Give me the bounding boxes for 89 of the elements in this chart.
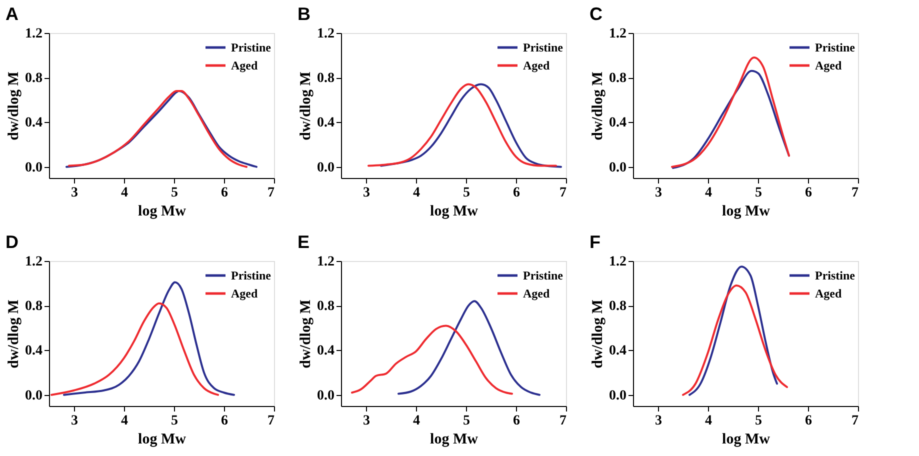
y-axis-title: dw/dlog M	[6, 72, 22, 140]
line-series	[50, 302, 219, 396]
y-axis-title: dw/dlog M	[298, 300, 314, 368]
x-tick-label: 7	[852, 414, 858, 428]
y-tick-label: 0.0	[25, 388, 42, 404]
legend-label: Aged	[231, 58, 258, 72]
x-tick-label: 3	[363, 186, 370, 200]
y-tick-label: 0.8	[25, 299, 42, 314]
y-tick-label: 1.2	[317, 26, 334, 42]
y-tick-label: 0.4	[609, 344, 626, 359]
y-tick-label: 0.4	[317, 116, 334, 131]
legend-label: Pristine	[815, 40, 856, 54]
x-tick-label: 7	[852, 186, 858, 200]
legend-label: Aged	[815, 286, 842, 300]
x-tick-label: 7	[560, 414, 566, 428]
y-axis-title: dw/dlog M	[590, 72, 606, 140]
legend-label: Pristine	[523, 268, 564, 282]
legend-label: Aged	[815, 58, 842, 72]
y-tick-label: 1.2	[609, 254, 626, 270]
x-tick-label: 4	[413, 186, 420, 200]
x-tick-label: 3	[71, 186, 78, 200]
chart-title: C	[590, 4, 602, 24]
y-tick-label: 0.4	[317, 344, 334, 359]
y-tick-label: 0.8	[609, 71, 626, 86]
y-axis-title: dw/dlog M	[590, 300, 606, 368]
y-tick-label: 1.2	[25, 254, 42, 270]
chart-title: B	[298, 4, 310, 24]
legend-label: Pristine	[815, 268, 856, 282]
x-tick-label: 4	[121, 414, 128, 428]
x-tick-label: 6	[513, 186, 520, 200]
y-tick-label: 0.8	[317, 299, 334, 314]
y-tick-label: 1.2	[317, 254, 334, 270]
x-tick-label: 5	[755, 186, 762, 200]
x-tick-label: 6	[221, 186, 228, 200]
x-tick-label: 6	[805, 414, 812, 428]
y-tick-label: 0.8	[609, 299, 626, 314]
x-tick-label: 4	[705, 414, 712, 428]
line-series	[682, 284, 788, 396]
x-tick-label: 3	[363, 414, 370, 428]
y-tick-label: 0.4	[25, 116, 42, 131]
legend-label: Pristine	[523, 40, 564, 54]
x-tick-label: 6	[805, 186, 812, 200]
x-tick-label: 4	[413, 414, 420, 428]
x-tick-label: 6	[221, 414, 228, 428]
y-tick-label: 1.2	[609, 26, 626, 42]
x-tick-label: 4	[121, 186, 128, 200]
y-tick-label: 0.0	[317, 388, 334, 404]
chart-title: F	[590, 232, 600, 252]
x-tick-label: 4	[705, 186, 712, 200]
y-tick-label: 1.2	[25, 26, 42, 42]
legend-label: Aged	[523, 286, 550, 300]
x-tick-label: 5	[463, 414, 470, 428]
y-tick-label: 0.8	[25, 71, 42, 86]
x-tick-label: 5	[171, 414, 178, 428]
x-axis-title: log Mw	[722, 432, 770, 448]
line-series	[351, 324, 513, 395]
line-series	[398, 300, 540, 396]
x-axis-title: log Mw	[722, 204, 770, 220]
x-tick-label: 7	[268, 414, 274, 428]
chart-title: E	[298, 232, 310, 252]
y-axis-title: dw/dlog M	[298, 72, 314, 140]
legend-label: Pristine	[231, 268, 272, 282]
x-tick-label: 7	[268, 186, 274, 200]
y-tick-label: 0.0	[317, 160, 334, 176]
y-axis-title: dw/dlog M	[6, 300, 22, 368]
y-tick-label: 0.0	[609, 388, 626, 404]
x-axis-title: log Mw	[138, 432, 186, 448]
y-tick-label: 0.0	[25, 160, 42, 176]
chart-title: A	[6, 4, 18, 24]
x-axis-title: log Mw	[430, 432, 478, 448]
x-tick-label: 5	[463, 186, 470, 200]
x-axis-title: log Mw	[138, 204, 186, 220]
x-axis-title: log Mw	[430, 204, 478, 220]
x-tick-label: 6	[513, 414, 520, 428]
x-tick-label: 7	[560, 186, 566, 200]
legend-label: Aged	[523, 58, 550, 72]
legend-label: Aged	[231, 286, 258, 300]
chart-title: D	[6, 232, 18, 252]
line-series	[688, 266, 778, 396]
x-tick-label: 5	[755, 414, 762, 428]
y-tick-label: 0.0	[609, 160, 626, 176]
y-tick-label: 0.4	[609, 116, 626, 131]
y-tick-label: 0.4	[25, 344, 42, 359]
x-tick-label: 3	[655, 186, 662, 200]
x-tick-label: 5	[171, 186, 178, 200]
y-tick-label: 0.8	[317, 71, 334, 86]
legend-label: Pristine	[231, 40, 272, 54]
x-tick-label: 3	[71, 414, 78, 428]
x-tick-label: 3	[655, 414, 662, 428]
